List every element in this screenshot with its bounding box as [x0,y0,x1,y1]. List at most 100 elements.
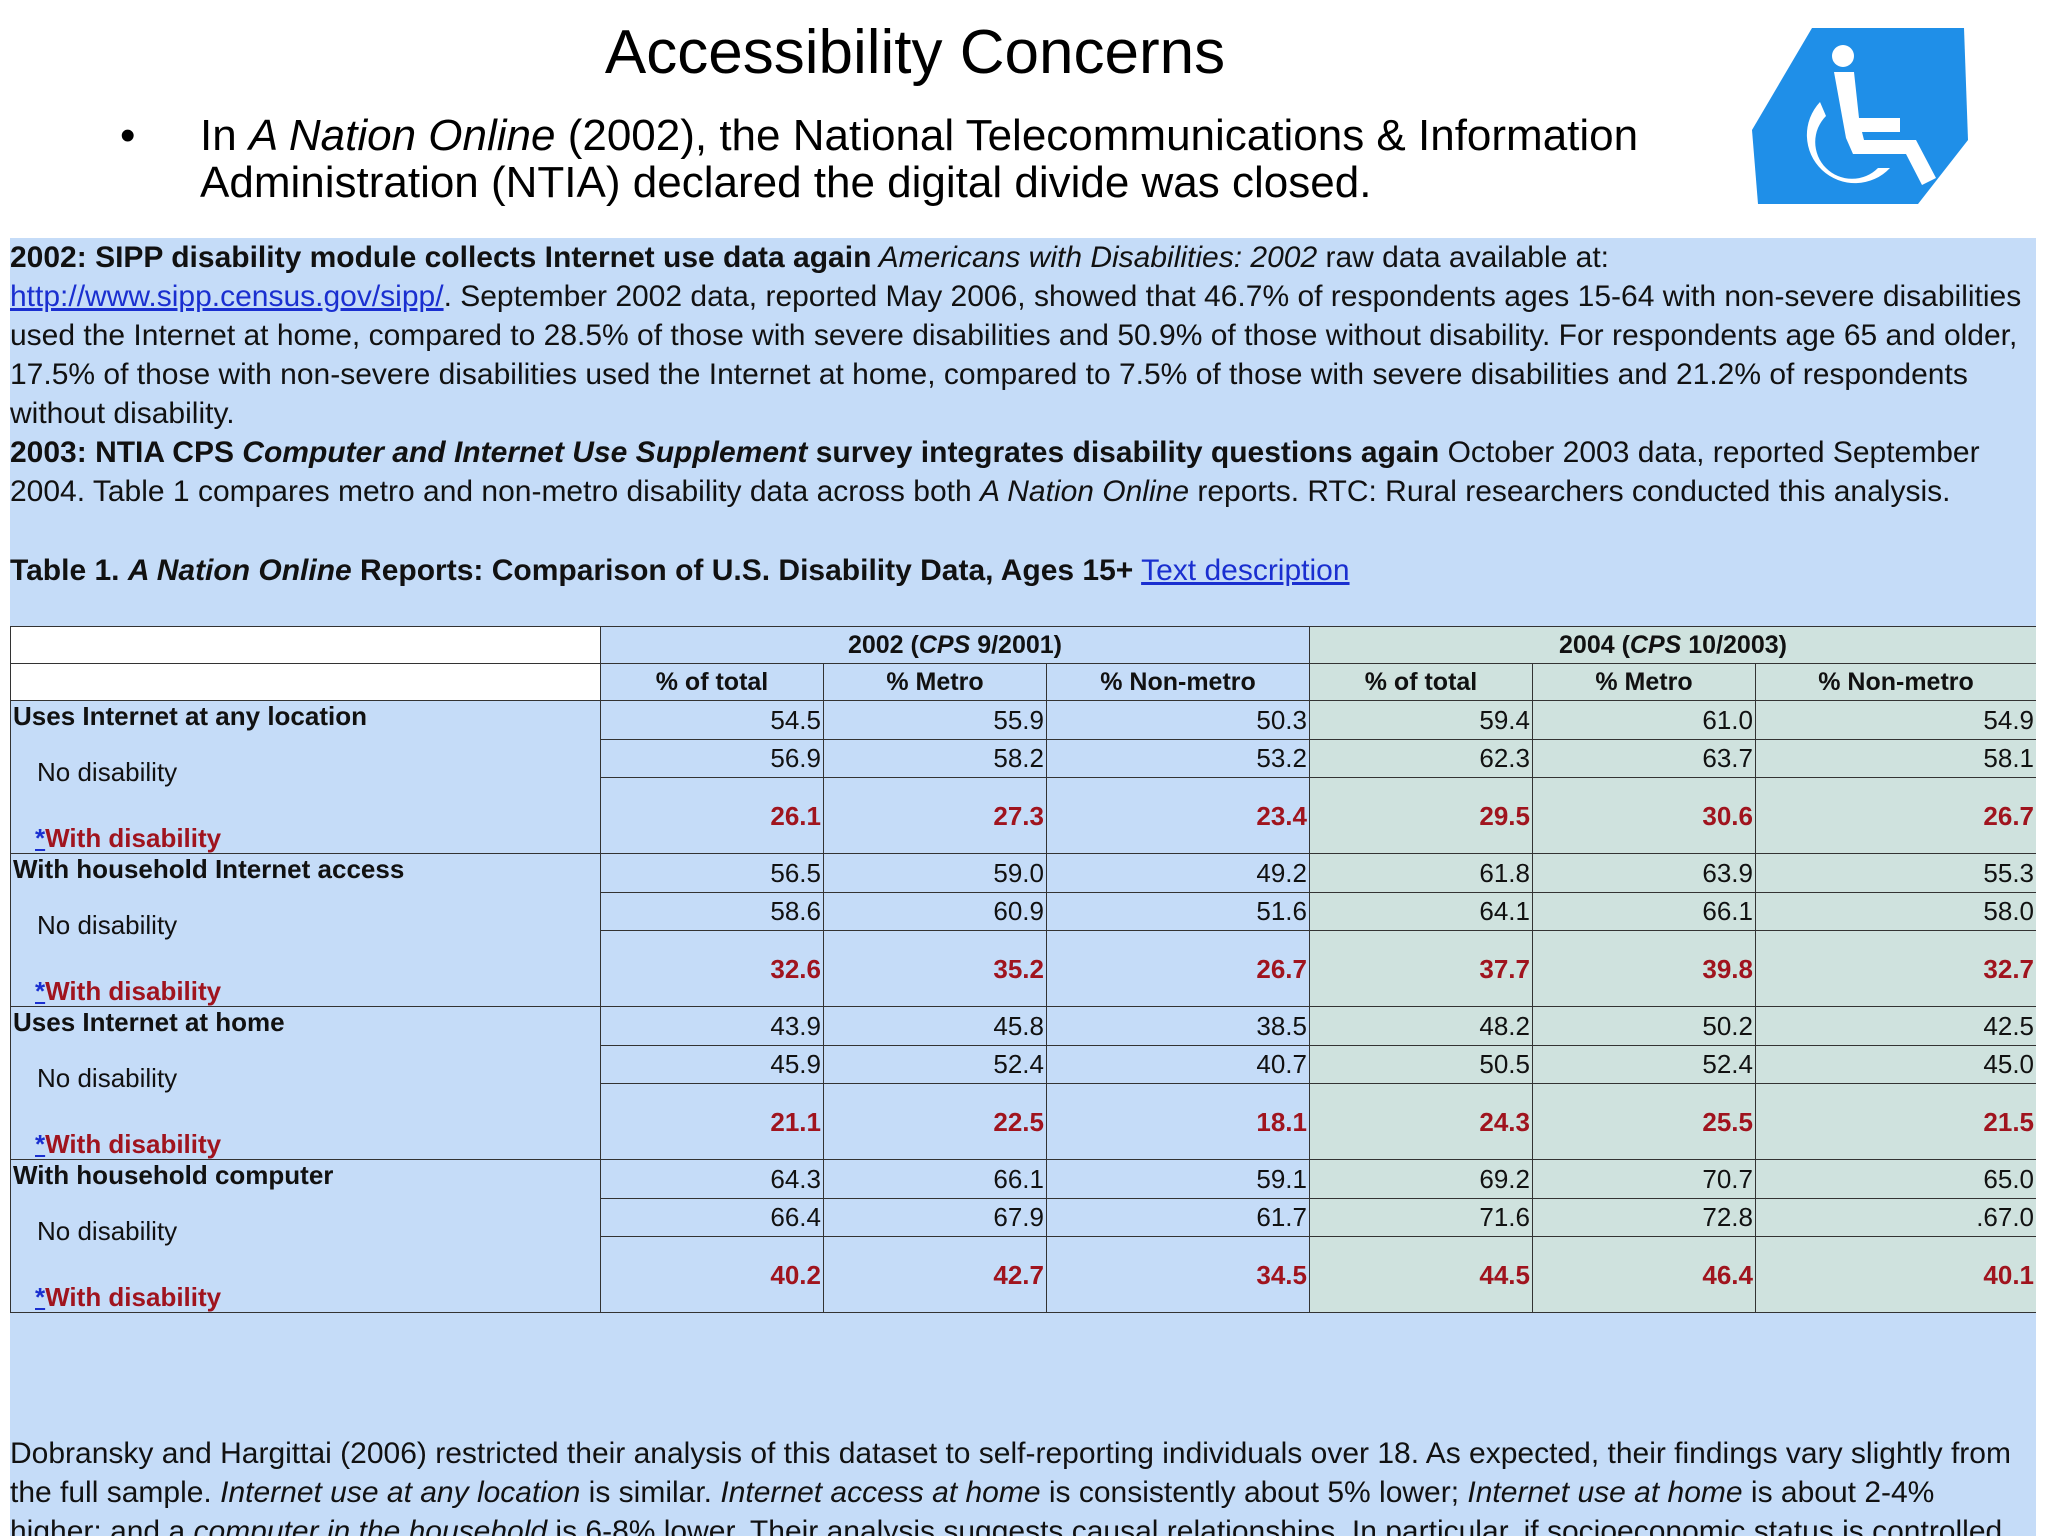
text-description-link[interactable]: Text description [1141,554,1350,587]
data-cell: 21.5 [1754,1083,2036,1160]
data-cell: 61.7 [1046,1197,1310,1237]
data-cell: 55.3 [1754,853,2036,893]
data-cell: 35.2 [823,930,1047,1007]
data-cell: 58.6 [600,891,824,931]
data-cell: 46.4 [1532,1236,1756,1313]
data-cell: 38.5 [1046,1006,1310,1046]
data-cell: 48.2 [1309,1006,1533,1046]
table-row: 26.1 27.3 23.4 29.5 30.6 26.7 [11,777,2036,854]
header-blank [10,663,601,701]
data-cell: 32.7 [1754,930,2036,1007]
data-cell: 65.0 [1754,1159,2036,1199]
data-cell: 45.8 [823,1006,1047,1046]
data-cell: 22.5 [823,1083,1047,1160]
data-cell: 23.4 [1046,777,1310,854]
data-cell: 40.1 [1754,1236,2036,1313]
row-label-with-disability: *With disability [35,823,222,853]
data-cell: 43.9 [600,1006,824,1046]
data-cell: 64.1 [1309,891,1533,931]
row-label: With household computer No disability *Wit… [10,1159,601,1313]
data-cell: 26.1 [600,777,824,854]
data-cell: 49.2 [1046,853,1310,893]
header-blank [10,626,601,664]
data-cell: 40.7 [1046,1044,1310,1084]
row-label-no-disability: No disability [37,757,178,787]
data-cell: 53.2 [1046,738,1310,778]
data-cell: 58.1 [1754,738,2036,778]
data-cell: 27.3 [823,777,1047,854]
data-cell: 50.5 [1309,1044,1533,1084]
data-cell: 52.4 [823,1044,1047,1084]
data-cell: 24.3 [1309,1083,1533,1160]
sipp-link[interactable]: http://www.sipp.census.gov/sipp/ [10,280,444,313]
data-cell: 69.2 [1309,1159,1533,1199]
slide-title: Accessibility Concerns [604,18,1226,87]
table-row: Uses Internet at any location No disabili… [10,700,2036,854]
group-header-2004: 2004 (CPS 10/2003) [1308,626,2036,664]
data-cell: 62.3 [1309,738,1533,778]
table-row: 40.2 42.7 34.5 44.5 46.4 40.1 [11,1236,2036,1313]
table-row: 45.9 52.4 40.7 50.5 52.4 45.0 [11,1044,2036,1084]
data-cell: 58.2 [823,738,1047,778]
table-row: 56.9 58.2 53.2 62.3 63.7 58.1 [11,738,2036,778]
data-cell: 59.0 [823,853,1047,893]
data-cell: 40.2 [600,1236,824,1313]
column-header: % Non-metro [1754,663,2036,701]
table-row: 32.6 35.2 26.7 37.7 39.8 32.7 [11,930,2036,1007]
row-label-no-disability: No disability [37,1063,178,1093]
table-row: 58.6 60.9 51.6 64.1 66.1 58.0 [11,891,2036,931]
column-header: % Metro [1532,663,1756,701]
ntia-paragraph: 2003: NTIA CPS Computer and Internet Use… [10,436,1980,508]
dobransky-paragraph: Dobransky and Hargittai (2006) restricte… [10,1437,2011,1536]
data-cell: 56.9 [600,738,824,778]
bullet-text: In A Nation Online (2002), the National … [200,111,1639,207]
group-header-2002: 2002 (CPS 9/2001) [600,626,1310,664]
row-label-with-disability: *With disability [35,976,222,1006]
data-cell: 45.0 [1754,1044,2036,1084]
data-cell: 70.7 [1532,1159,1756,1199]
row-label-with-disability: *With disability [35,1282,222,1312]
data-cell: 61.8 [1309,853,1533,893]
data-cell: 30.6 [1532,777,1756,854]
row-label: Uses Internet at home No disability *With … [10,1006,601,1160]
footnote-link[interactable]: * [35,823,46,853]
data-cell: 66.1 [823,1159,1047,1199]
data-cell: 52.4 [1532,1044,1756,1084]
data-cell: 26.7 [1754,777,2036,854]
data-cell: 63.7 [1532,738,1756,778]
row-label-main: Uses Internet at any location [13,701,367,731]
data-cell: 26.7 [1046,930,1310,1007]
sipp-paragraph: 2002: SIPP disability module collects In… [10,241,2022,430]
footnote-link[interactable]: * [35,1129,46,1159]
row-label-main: With household Internet access [13,854,405,884]
data-cell: 34.5 [1046,1236,1310,1313]
data-cell: 44.5 [1309,1236,1533,1313]
footnote-link[interactable]: * [35,1282,46,1312]
table-body: Uses Internet at any location No disabili… [10,700,2036,1313]
data-cell: 66.4 [600,1197,824,1237]
data-cell: 25.5 [1532,1083,1756,1160]
data-cell: 56.5 [600,853,824,893]
data-cell: 45.9 [600,1044,824,1084]
data-cell: 18.1 [1046,1083,1310,1160]
data-cell: 59.1 [1046,1159,1310,1199]
column-header: % of total [1309,663,1533,701]
column-header: % Non-metro [1046,663,1310,701]
disability-data-table: 2002 (CPS 9/2001) 2004 (CPS 10/2003) % o… [10,626,2036,1313]
row-label-main: With household computer [13,1160,334,1190]
footnote-link[interactable]: * [35,976,46,1006]
data-cell: 39.8 [1532,930,1756,1007]
data-cell: 51.6 [1046,891,1310,931]
data-cell: 50.2 [1532,1006,1756,1046]
data-cell: 29.5 [1309,777,1533,854]
data-cell: 42.5 [1754,1006,2036,1046]
report-excerpt-panel: 2002: SIPP disability module collects In… [10,238,2036,1536]
wheelchair-accessibility-icon [1752,28,1968,204]
data-cell: 42.7 [823,1236,1047,1313]
table-row: With household computer No disability *Wit… [10,1159,2036,1313]
row-label-main: Uses Internet at home [13,1007,285,1037]
row-label: With household Internet access No disabil… [10,853,601,1007]
column-header: % Metro [823,663,1047,701]
table-row: With household Internet access No disabil… [10,853,2036,1007]
data-cell: 71.6 [1309,1197,1533,1237]
